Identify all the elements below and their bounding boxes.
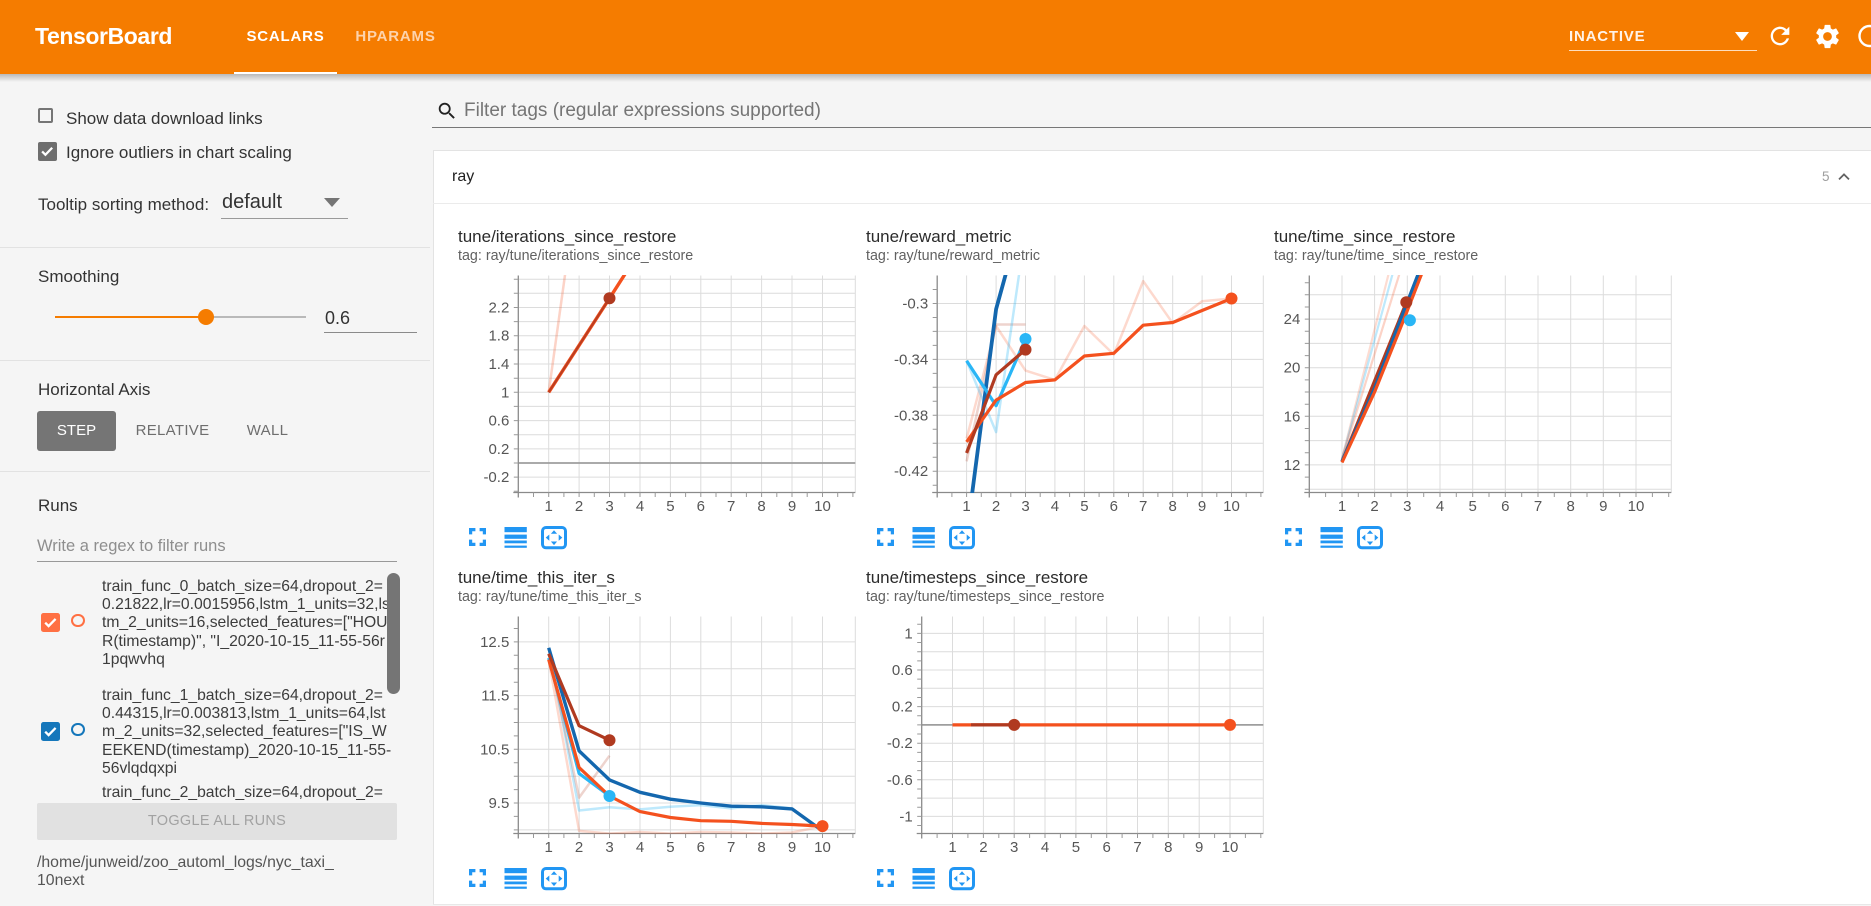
svg-text:-0.3: -0.3 <box>902 295 928 312</box>
svg-text:16: 16 <box>1284 408 1301 425</box>
svg-text:0.2: 0.2 <box>892 699 913 716</box>
svg-text:24: 24 <box>1284 311 1301 328</box>
svg-text:9.5: 9.5 <box>488 795 509 812</box>
svg-text:8: 8 <box>757 498 765 515</box>
svg-text:tune/reward_metric: tune/reward_metric <box>866 227 1012 246</box>
svg-text:5: 5 <box>666 498 674 515</box>
svg-text:tag: ray/tune/iterations_since: tag: ray/tune/iterations_since_restore <box>458 248 693 264</box>
svg-text:-0.42: -0.42 <box>894 463 928 480</box>
svg-text:10: 10 <box>814 498 831 515</box>
svg-text:5: 5 <box>666 839 674 856</box>
svg-text:10: 10 <box>1223 498 1240 515</box>
svg-text:10: 10 <box>1222 839 1239 856</box>
svg-text:2: 2 <box>1371 498 1379 515</box>
svg-text:-0.34: -0.34 <box>894 351 928 368</box>
svg-text:tune/time_since_restore: tune/time_since_restore <box>1274 227 1455 246</box>
svg-text:7: 7 <box>1534 498 1542 515</box>
svg-text:10: 10 <box>814 839 831 856</box>
svg-text:10: 10 <box>1628 498 1645 515</box>
svg-text:8: 8 <box>1164 839 1172 856</box>
svg-text:1: 1 <box>1338 498 1346 515</box>
svg-text:1: 1 <box>948 839 956 856</box>
svg-text:2.2: 2.2 <box>488 299 509 316</box>
svg-text:tag: ray/tune/reward_metric: tag: ray/tune/reward_metric <box>866 248 1040 264</box>
svg-text:9: 9 <box>1198 498 1206 515</box>
svg-text:-0.38: -0.38 <box>894 407 928 424</box>
svg-text:4: 4 <box>1041 839 1049 856</box>
svg-text:9: 9 <box>787 839 795 856</box>
svg-text:tune/timesteps_since_restore: tune/timesteps_since_restore <box>866 568 1088 587</box>
svg-text:tag: ray/tune/time_this_iter_s: tag: ray/tune/time_this_iter_s <box>458 589 642 605</box>
svg-text:7: 7 <box>727 498 735 515</box>
svg-text:9: 9 <box>1599 498 1607 515</box>
svg-text:10.5: 10.5 <box>480 741 509 758</box>
svg-text:1: 1 <box>962 498 970 515</box>
svg-text:6: 6 <box>1103 839 1111 856</box>
svg-text:tune/time_this_iter_s: tune/time_this_iter_s <box>458 568 615 587</box>
svg-text:9: 9 <box>787 498 795 515</box>
svg-text:12: 12 <box>1284 456 1301 473</box>
svg-text:6: 6 <box>696 839 704 856</box>
svg-text:5: 5 <box>1469 498 1477 515</box>
svg-text:0.6: 0.6 <box>488 412 509 429</box>
svg-text:7: 7 <box>1139 498 1147 515</box>
svg-text:3: 3 <box>1010 839 1018 856</box>
svg-text:7: 7 <box>1133 839 1141 856</box>
svg-text:2: 2 <box>574 839 582 856</box>
svg-text:6: 6 <box>1501 498 1509 515</box>
svg-text:3: 3 <box>605 839 613 856</box>
svg-text:tune/iterations_since_restore: tune/iterations_since_restore <box>458 227 676 246</box>
svg-text:2: 2 <box>574 498 582 515</box>
svg-text:3: 3 <box>1403 498 1411 515</box>
svg-text:0.2: 0.2 <box>488 440 509 457</box>
svg-text:5: 5 <box>1080 498 1088 515</box>
svg-text:4: 4 <box>1436 498 1444 515</box>
svg-text:1: 1 <box>544 839 552 856</box>
svg-text:3: 3 <box>605 498 613 515</box>
svg-text:11.5: 11.5 <box>481 688 509 705</box>
svg-text:-0.6: -0.6 <box>887 772 913 789</box>
svg-text:-0.2: -0.2 <box>483 469 509 486</box>
svg-text:-0.2: -0.2 <box>887 735 913 752</box>
svg-text:7: 7 <box>727 839 735 856</box>
svg-text:1: 1 <box>500 384 508 401</box>
svg-text:3: 3 <box>1021 498 1029 515</box>
svg-text:5: 5 <box>1072 839 1080 856</box>
svg-text:6: 6 <box>696 498 704 515</box>
svg-text:2: 2 <box>979 839 987 856</box>
svg-text:4: 4 <box>1051 498 1059 515</box>
svg-text:0.6: 0.6 <box>892 662 913 679</box>
svg-text:1: 1 <box>904 625 912 642</box>
svg-text:8: 8 <box>757 839 765 856</box>
svg-text:6: 6 <box>1110 498 1118 515</box>
svg-text:8: 8 <box>1567 498 1575 515</box>
svg-text:8: 8 <box>1169 498 1177 515</box>
svg-text:1.8: 1.8 <box>488 327 509 344</box>
svg-text:tag: ray/tune/time_since_resto: tag: ray/tune/time_since_restore <box>1274 248 1478 264</box>
svg-text:9: 9 <box>1195 839 1203 856</box>
svg-text:2: 2 <box>992 498 1000 515</box>
svg-text:4: 4 <box>635 498 643 515</box>
svg-text:12.5: 12.5 <box>480 634 509 651</box>
svg-text:1.4: 1.4 <box>488 356 509 373</box>
svg-text:-1: -1 <box>899 808 912 825</box>
svg-text:tag: ray/tune/timesteps_since_: tag: ray/tune/timesteps_since_restore <box>866 589 1104 605</box>
svg-text:20: 20 <box>1284 359 1301 376</box>
svg-text:1: 1 <box>544 498 552 515</box>
svg-text:4: 4 <box>635 839 643 856</box>
